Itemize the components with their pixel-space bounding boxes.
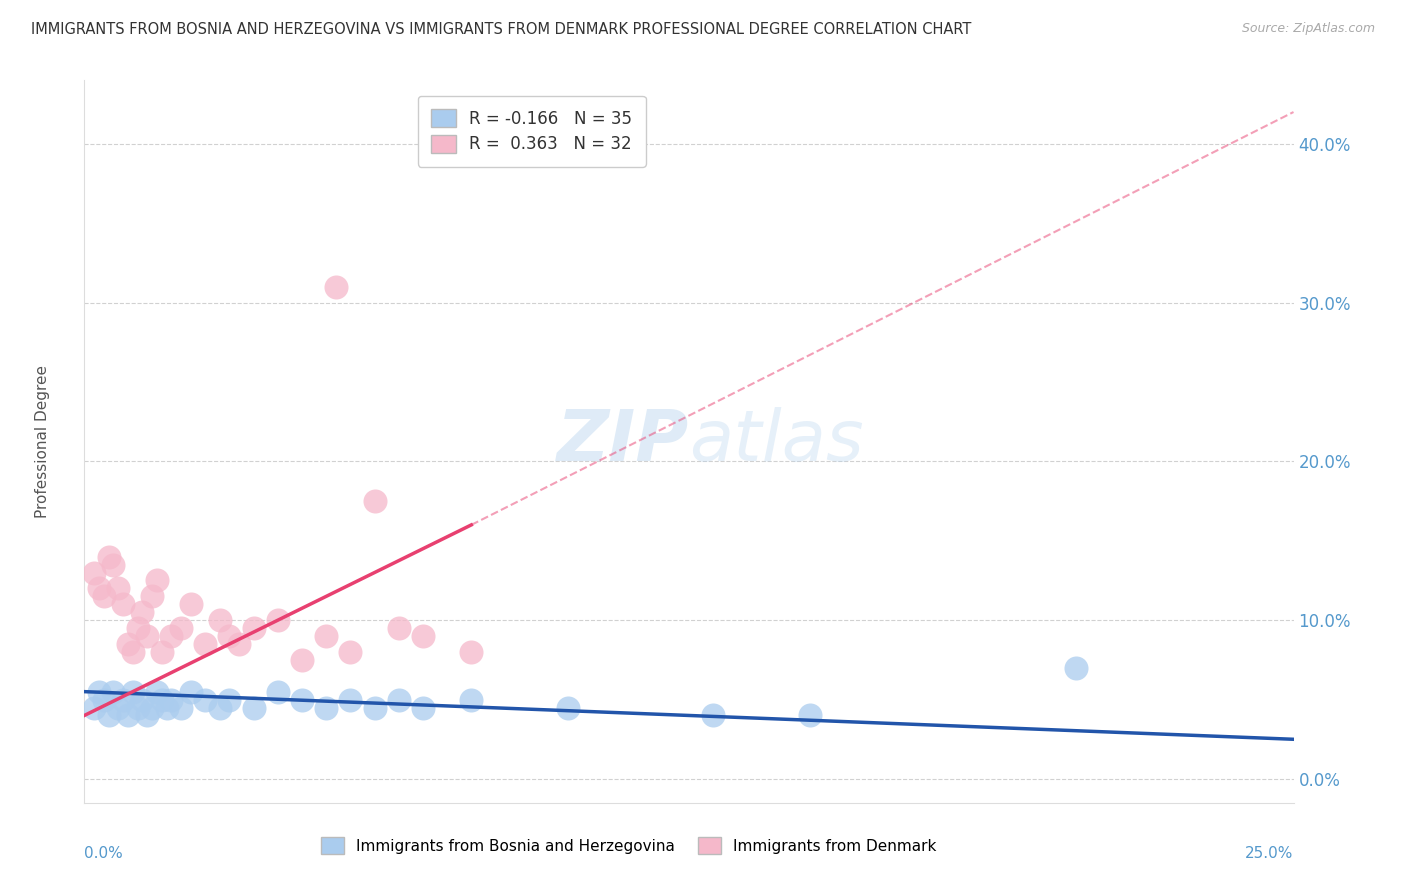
Point [218, 692, 240, 706]
Text: Source: ZipAtlas.com: Source: ZipAtlas.com [1241, 22, 1375, 36]
Point [141, 590, 163, 604]
Point [194, 692, 217, 706]
Point [388, 621, 411, 635]
Legend: Immigrants from Bosnia and Herzegovina, Immigrants from Denmark: Immigrants from Bosnia and Herzegovina, … [315, 831, 942, 860]
Point [117, 708, 139, 723]
Point [107, 582, 129, 596]
Point [146, 574, 169, 588]
Point [267, 613, 290, 627]
Point [112, 597, 135, 611]
Point [315, 700, 337, 714]
Point [194, 637, 217, 651]
Point [228, 637, 250, 651]
Point [83, 566, 105, 580]
Point [460, 692, 482, 706]
Point [131, 605, 153, 619]
Point [267, 684, 290, 698]
Text: atlas: atlas [689, 407, 863, 476]
Text: Professional Degree: Professional Degree [35, 365, 49, 518]
Point [146, 684, 169, 698]
Point [87, 684, 110, 698]
Point [363, 700, 385, 714]
Point [325, 279, 347, 293]
Point [131, 692, 153, 706]
Point [117, 637, 139, 651]
Point [83, 700, 105, 714]
Point [388, 692, 411, 706]
Point [170, 700, 193, 714]
Point [799, 708, 821, 723]
Point [180, 684, 202, 698]
Point [339, 645, 361, 659]
Point [315, 629, 337, 643]
Point [103, 684, 125, 698]
Point [702, 708, 724, 723]
Text: IMMIGRANTS FROM BOSNIA AND HERZEGOVINA VS IMMIGRANTS FROM DENMARK PROFESSIONAL D: IMMIGRANTS FROM BOSNIA AND HERZEGOVINA V… [31, 22, 972, 37]
Point [136, 629, 159, 643]
Point [127, 700, 149, 714]
Point [150, 645, 173, 659]
Point [121, 645, 143, 659]
Point [150, 692, 173, 706]
Point [208, 700, 231, 714]
Point [180, 597, 202, 611]
Point [363, 494, 385, 508]
Point [291, 692, 314, 706]
Point [103, 558, 125, 572]
Point [93, 692, 115, 706]
Point [170, 621, 193, 635]
Point [412, 629, 434, 643]
Point [141, 700, 163, 714]
Point [97, 708, 120, 723]
Point [127, 621, 149, 635]
Point [93, 590, 115, 604]
Point [339, 692, 361, 706]
Point [557, 700, 579, 714]
Point [242, 700, 264, 714]
Point [112, 692, 135, 706]
Point [97, 549, 120, 564]
Point [160, 629, 183, 643]
Point [121, 684, 143, 698]
Point [291, 653, 314, 667]
Text: 25.0%: 25.0% [1246, 847, 1294, 861]
Point [218, 629, 240, 643]
Point [1064, 661, 1087, 675]
Point [87, 582, 110, 596]
Point [242, 621, 264, 635]
Point [107, 700, 129, 714]
Point [208, 613, 231, 627]
Text: 0.0%: 0.0% [84, 847, 124, 861]
Point [412, 700, 434, 714]
Point [460, 645, 482, 659]
Text: ZIP: ZIP [557, 407, 689, 476]
Point [136, 708, 159, 723]
Point [155, 700, 177, 714]
Point [160, 692, 183, 706]
